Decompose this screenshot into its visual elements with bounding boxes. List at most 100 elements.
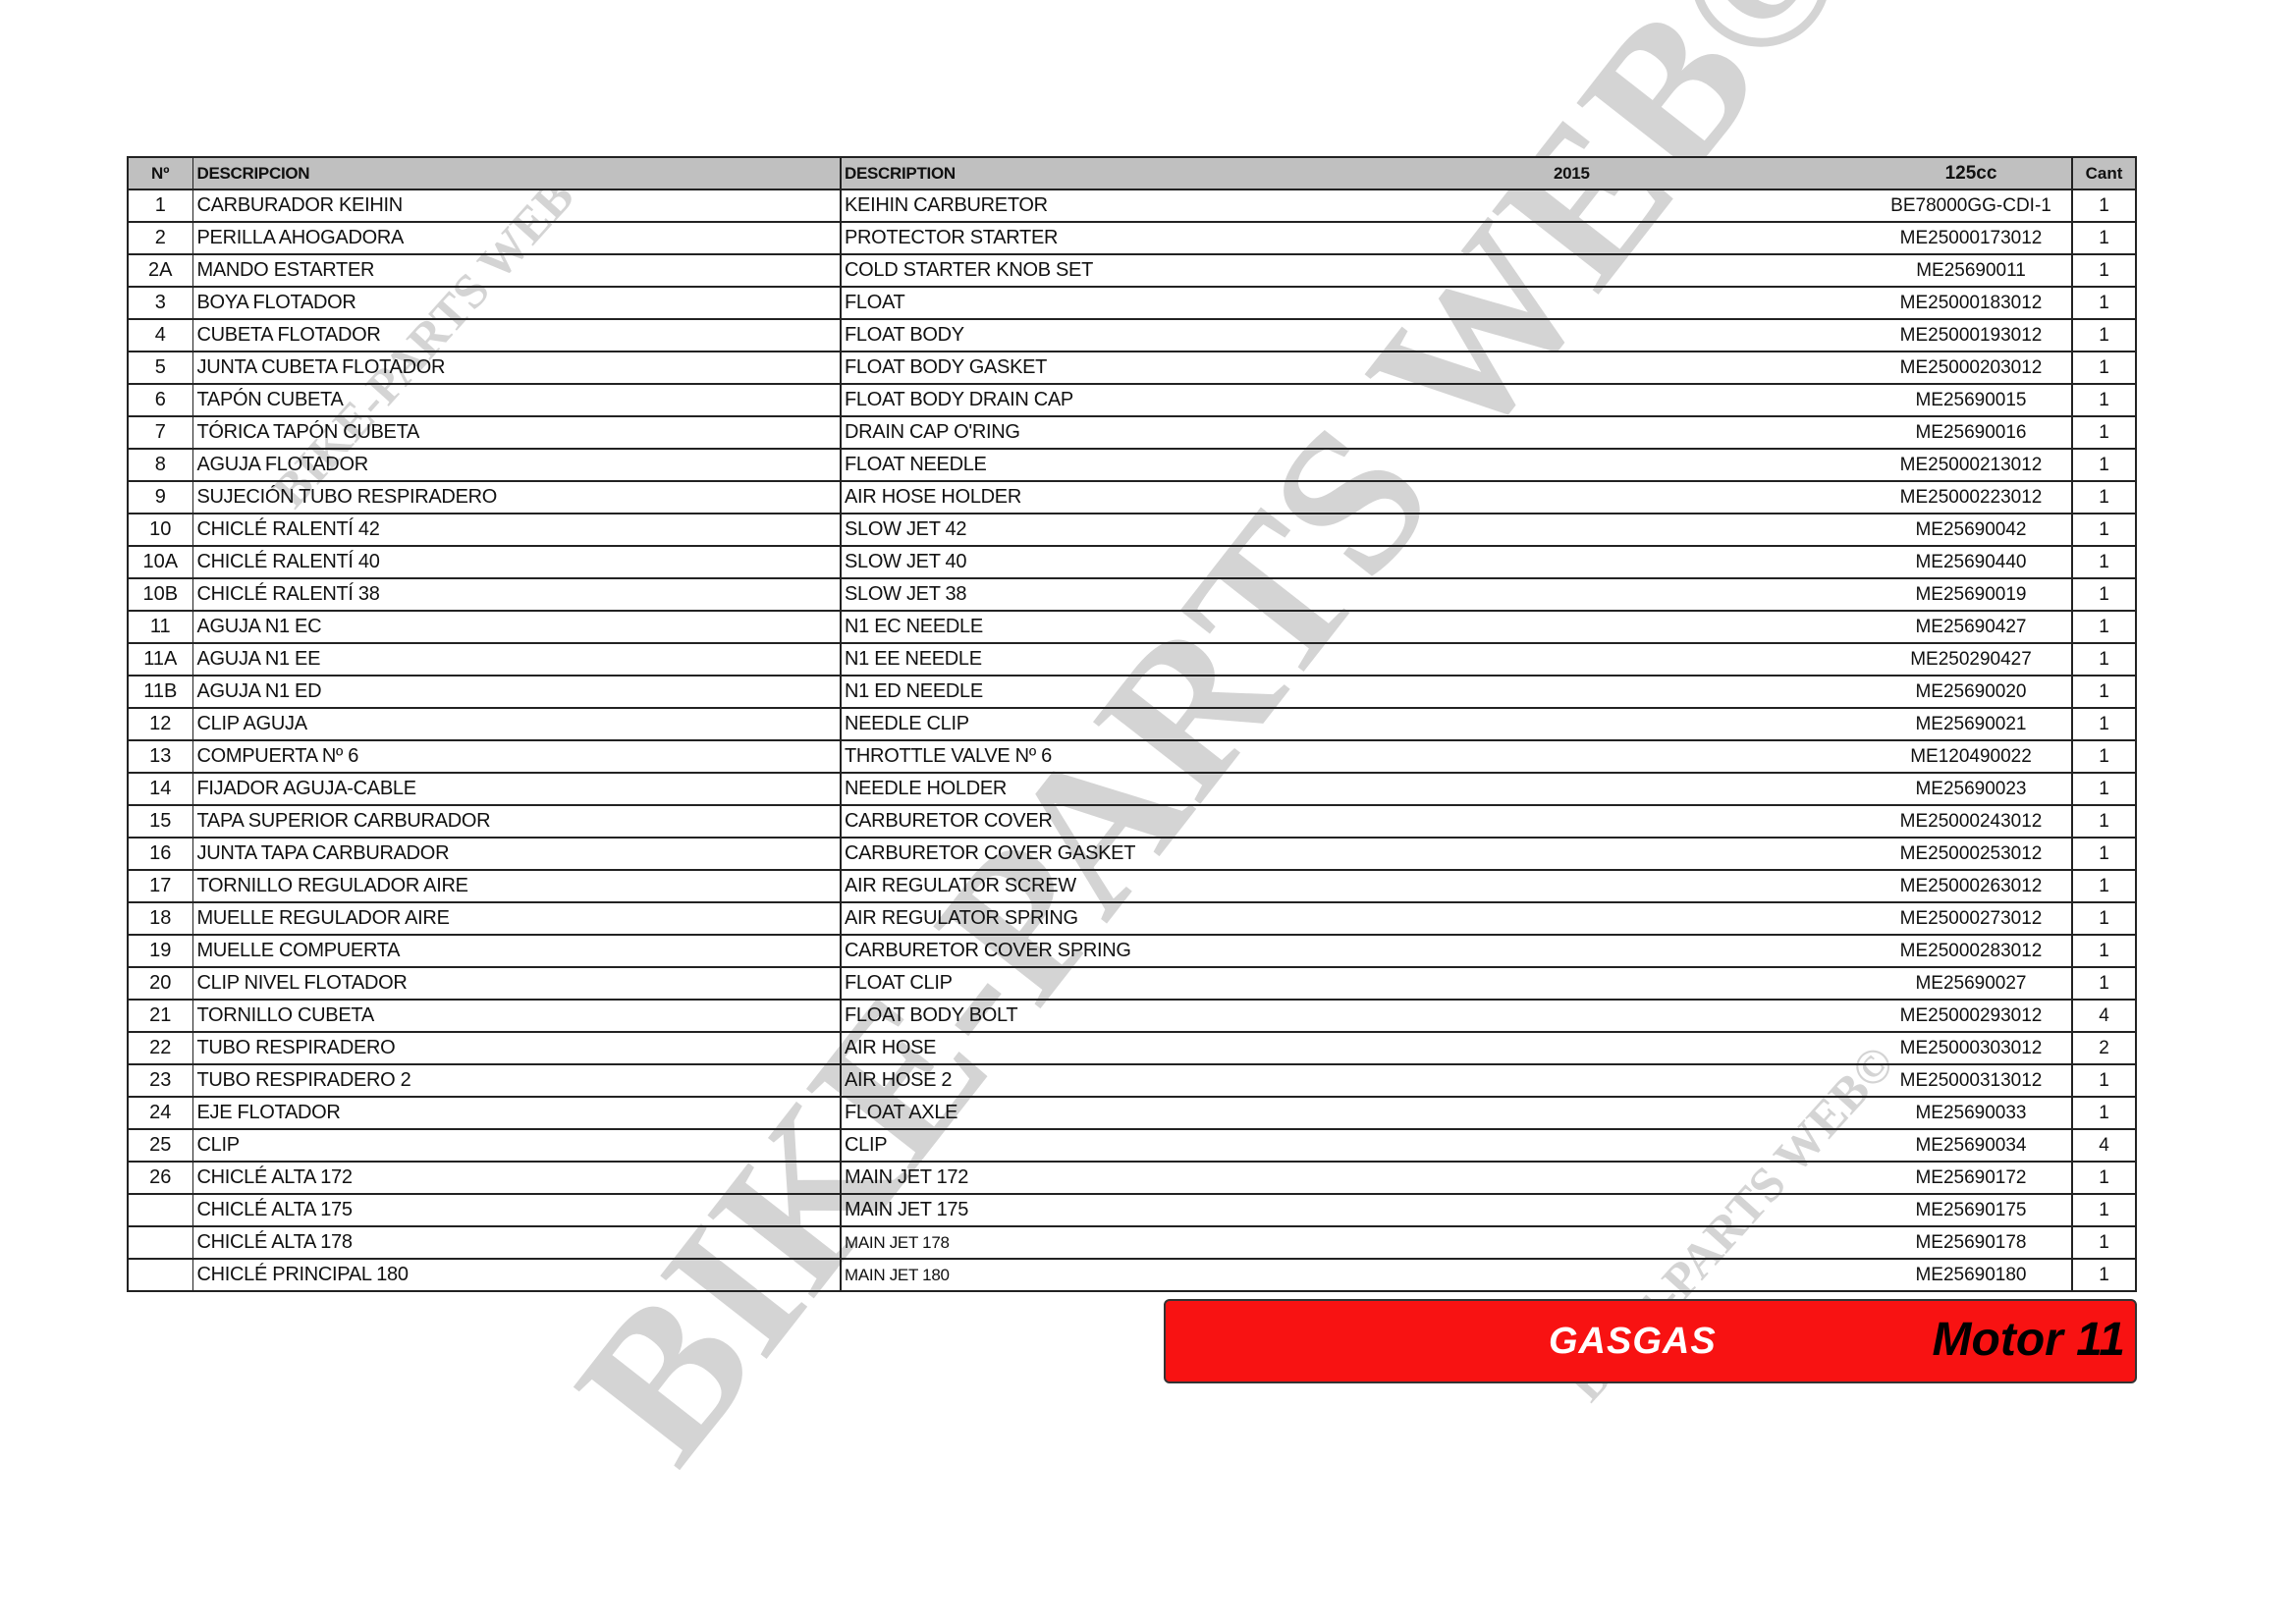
table-row: 2A MANDO ESTARTER COLD STARTER KNOB SET ME2… (128, 254, 2136, 288)
row-number: 21 (128, 1000, 193, 1033)
row-descripcion: MUELLE COMPUERTA (192, 935, 842, 968)
row-quantity: 1 (2072, 1194, 2136, 1227)
row-descripcion: FIJADOR AGUJA-CABLE (192, 773, 842, 806)
row-description: N1 ED NEEDLE (841, 676, 1871, 709)
table-row: 7 TÓRICA TAPÓN CUBETA DRAIN CAP O'RING ME25… (128, 416, 2136, 450)
row-number: 12 (128, 708, 193, 741)
header-description: DESCRIPTION 2015 (841, 157, 1871, 190)
row-part-code: ME25000253012 (1871, 838, 2073, 871)
row-description: FLOAT NEEDLE (841, 449, 1871, 482)
row-descripcion: CHICLÉ ALTA 178 (192, 1226, 842, 1260)
row-description: MAIN JET 175 (841, 1194, 1871, 1227)
table-row: 6 TAPÓN CUBETA FLOAT BODY DRAIN CAP ME25690… (128, 384, 2136, 417)
header-description-label: DESCRIPTION (845, 163, 956, 183)
footer-banner: GASGAS Motor 11 (1164, 1299, 2137, 1383)
row-part-code: ME25690020 (1871, 676, 2073, 709)
table-row: 13 COMPUERTA Nº 6 THROTTLE VALVE Nº 6 ME120… (128, 740, 2136, 774)
row-number: 20 (128, 967, 193, 1001)
row-part-code: ME25000243012 (1871, 805, 2073, 839)
row-part-code: ME25690023 (1871, 773, 2073, 806)
row-description: MAIN JET 180 (841, 1259, 1871, 1292)
row-description: AIR HOSE HOLDER (841, 481, 1871, 514)
row-number: 23 (128, 1064, 193, 1098)
row-quantity: 1 (2072, 514, 2136, 547)
row-description: COLD STARTER KNOB SET (841, 254, 1871, 288)
row-description: FLOAT CLIP (841, 967, 1871, 1001)
row-part-code: ME25000203012 (1871, 352, 2073, 385)
table-row: 1 CARBURADOR KEIHIN KEIHIN CARBURETOR BE780… (128, 189, 2136, 223)
row-description: FLOAT AXLE (841, 1097, 1871, 1130)
table-row: 17 TORNILLO REGULADOR AIRE AIR REGULATOR S… (128, 870, 2136, 903)
row-quantity: 1 (2072, 449, 2136, 482)
row-quantity: 1 (2072, 1162, 2136, 1195)
row-number: 2 (128, 222, 193, 255)
row-number: 14 (128, 773, 193, 806)
row-number: 10 (128, 514, 193, 547)
row-descripcion: JUNTA TAPA CARBURADOR (192, 838, 842, 871)
row-descripcion: MANDO ESTARTER (192, 254, 842, 288)
row-descripcion: AGUJA N1 ED (192, 676, 842, 709)
row-part-code: ME25690021 (1871, 708, 2073, 741)
row-quantity: 1 (2072, 189, 2136, 223)
row-number: 15 (128, 805, 193, 839)
table-row: 10 CHICLÉ RALENTÍ 42 SLOW JET 42 ME25690042… (128, 514, 2136, 547)
row-description: AIR HOSE (841, 1032, 1871, 1065)
row-quantity: 1 (2072, 222, 2136, 255)
row-part-code: ME25000263012 (1871, 870, 2073, 903)
table-header: Nº DESCRIPCION DESCRIPTION 2015 125cc Can… (128, 157, 2136, 190)
header-model: 125cc (1871, 157, 2073, 190)
row-quantity: 1 (2072, 352, 2136, 385)
row-descripcion: TAPA SUPERIOR CARBURADOR (192, 805, 842, 839)
row-quantity: 1 (2072, 546, 2136, 579)
row-description: FLOAT BODY (841, 319, 1871, 352)
table-row: 2 PERILLA AHOGADORA PROTECTOR STARTER ME250… (128, 222, 2136, 255)
table-row: 11 AGUJA N1 EC N1 EC NEEDLE ME25690427 1 (128, 611, 2136, 644)
header-year: 2015 (1554, 164, 1590, 183)
row-quantity: 1 (2072, 611, 2136, 644)
row-number: 2A (128, 254, 193, 288)
row-description: CLIP (841, 1129, 1871, 1163)
row-quantity: 1 (2072, 578, 2136, 612)
row-part-code: ME25690034 (1871, 1129, 2073, 1163)
table-row: 20 CLIP NIVEL FLOTADOR FLOAT CLIP ME2569002… (128, 967, 2136, 1001)
row-description: SLOW JET 42 (841, 514, 1871, 547)
row-quantity: 1 (2072, 676, 2136, 709)
row-description: SLOW JET 38 (841, 578, 1871, 612)
row-part-code: ME25690178 (1871, 1226, 2073, 1260)
row-quantity: 1 (2072, 838, 2136, 871)
row-quantity: 1 (2072, 1226, 2136, 1260)
row-description: AIR REGULATOR SPRING (841, 902, 1871, 936)
row-number: 10A (128, 546, 193, 579)
row-quantity: 1 (2072, 902, 2136, 936)
row-number: 1 (128, 189, 193, 223)
row-part-code: ME25690440 (1871, 546, 2073, 579)
row-number: 11B (128, 676, 193, 709)
row-description: MAIN JET 172 (841, 1162, 1871, 1195)
row-description: NEEDLE CLIP (841, 708, 1871, 741)
row-descripcion: TUBO RESPIRADERO 2 (192, 1064, 842, 1098)
row-quantity: 4 (2072, 1000, 2136, 1033)
row-number: 22 (128, 1032, 193, 1065)
row-descripcion: CUBETA FLOTADOR (192, 319, 842, 352)
row-part-code: ME25690033 (1871, 1097, 2073, 1130)
row-part-code: ME25690027 (1871, 967, 2073, 1001)
row-part-code: ME25690427 (1871, 611, 2073, 644)
row-part-code: ME25690172 (1871, 1162, 2073, 1195)
row-descripcion: AGUJA N1 EE (192, 643, 842, 677)
row-quantity: 2 (2072, 1032, 2136, 1065)
row-number: 11 (128, 611, 193, 644)
row-quantity: 1 (2072, 708, 2136, 741)
row-descripcion: AGUJA N1 EC (192, 611, 842, 644)
row-number: 11A (128, 643, 193, 677)
row-part-code: ME25000293012 (1871, 1000, 2073, 1033)
row-part-code: ME250290427 (1871, 643, 2073, 677)
row-descripcion: CHICLÉ RALENTÍ 42 (192, 514, 842, 547)
table-row: CHICLÉ ALTA 178 MAIN JET 178 ME25690178 1 (128, 1226, 2136, 1260)
row-number: 9 (128, 481, 193, 514)
row-quantity: 1 (2072, 967, 2136, 1001)
row-description: AIR HOSE 2 (841, 1064, 1871, 1098)
row-quantity: 1 (2072, 319, 2136, 352)
table-row: 19 MUELLE COMPUERTA CARBURETOR COVER SPRIN… (128, 935, 2136, 968)
row-number: 24 (128, 1097, 193, 1130)
row-descripcion: PERILLA AHOGADORA (192, 222, 842, 255)
